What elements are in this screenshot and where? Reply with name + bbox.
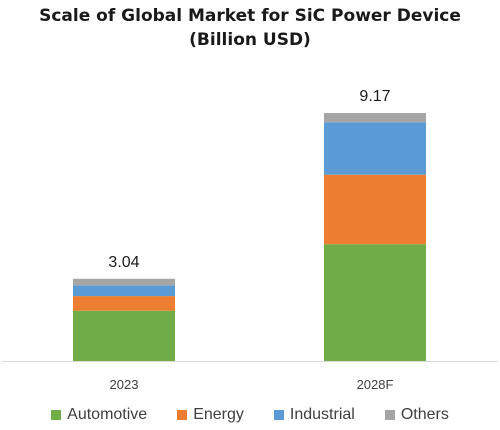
legend-label-automotive: Automotive bbox=[67, 406, 148, 423]
legend-swatch-industrial bbox=[273, 410, 284, 420]
legend-swatch-automotive bbox=[51, 410, 62, 420]
x-tick-label-2028f: 2028F bbox=[357, 377, 394, 392]
chart-subtitle: (Billion USD) bbox=[189, 30, 311, 50]
legend-swatch-others bbox=[384, 410, 395, 420]
legend-swatch-energy bbox=[177, 410, 188, 420]
chart-title: Scale of Global Market for SiC Power Dev… bbox=[39, 6, 461, 26]
x-tick-label-2023: 2023 bbox=[110, 377, 139, 392]
bar-segment-industrial-2028f bbox=[324, 122, 426, 175]
legend-label-others: Others bbox=[400, 406, 449, 423]
legend-item-energy: Energy bbox=[177, 406, 244, 424]
bar-segment-others-2023 bbox=[73, 278, 175, 286]
bar-segment-automotive-2023 bbox=[73, 310, 175, 361]
bar-segment-others-2028f bbox=[324, 113, 426, 123]
legend-item-automotive: Automotive bbox=[51, 406, 147, 424]
bar-segment-automotive-2028f bbox=[324, 244, 426, 361]
legend-label-energy: Energy bbox=[193, 406, 244, 423]
bar-segment-energy-2028f bbox=[324, 174, 426, 245]
total-label-2028f: 9.17 bbox=[359, 88, 390, 105]
legend-item-others: Others bbox=[384, 406, 449, 424]
bar-segment-energy-2023 bbox=[73, 296, 175, 311]
legend-label-industrial: Industrial bbox=[289, 406, 355, 423]
total-label-2023: 3.04 bbox=[108, 254, 139, 271]
legend: Automotive Energy Industrial Others bbox=[0, 406, 500, 424]
bar-segment-industrial-2023 bbox=[73, 285, 175, 297]
legend-item-industrial: Industrial bbox=[273, 406, 355, 424]
